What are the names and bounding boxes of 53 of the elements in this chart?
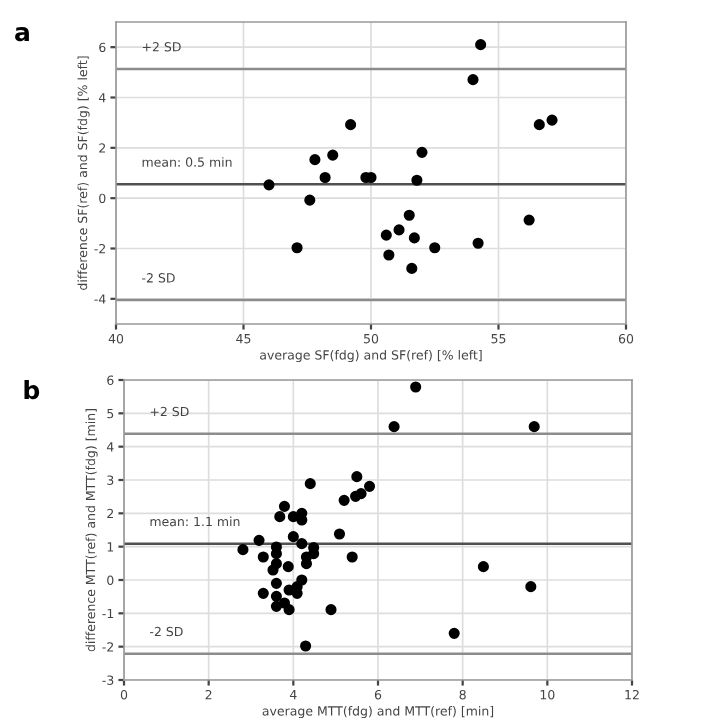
point [287, 531, 299, 543]
point [350, 490, 362, 502]
point [523, 214, 535, 226]
point [546, 114, 558, 126]
point [533, 119, 545, 131]
point [283, 604, 295, 616]
point [278, 500, 290, 512]
point [291, 242, 303, 254]
chart-title: b [24, 380, 40, 400]
point [380, 229, 392, 241]
point [406, 262, 418, 274]
point [416, 146, 428, 158]
point [351, 471, 363, 483]
point [403, 209, 415, 221]
point [363, 480, 376, 492]
point [282, 561, 294, 573]
point [325, 604, 337, 616]
point [257, 587, 269, 599]
point [263, 179, 275, 191]
point [475, 39, 487, 51]
point [528, 421, 540, 433]
point [346, 551, 358, 563]
point [300, 640, 312, 652]
point [270, 590, 282, 602]
point [345, 119, 357, 131]
point [304, 478, 316, 490]
point [327, 149, 339, 161]
point [296, 538, 308, 550]
point [253, 534, 265, 546]
point [429, 242, 441, 254]
point [393, 224, 405, 236]
point [525, 581, 537, 593]
chart-title: a [15, 27, 29, 42]
point [472, 237, 484, 249]
point [309, 154, 321, 166]
point [411, 174, 423, 186]
point [467, 74, 479, 86]
point [477, 561, 489, 573]
point [257, 551, 269, 563]
point [270, 577, 282, 589]
point [388, 421, 400, 433]
point [304, 194, 316, 206]
point [338, 494, 350, 506]
point [448, 627, 460, 639]
point [319, 171, 331, 184]
point [237, 544, 249, 556]
point [270, 600, 282, 612]
point [410, 381, 422, 393]
point [408, 232, 420, 244]
point [383, 249, 395, 261]
point [333, 528, 346, 540]
point [274, 511, 286, 523]
point [267, 564, 279, 576]
